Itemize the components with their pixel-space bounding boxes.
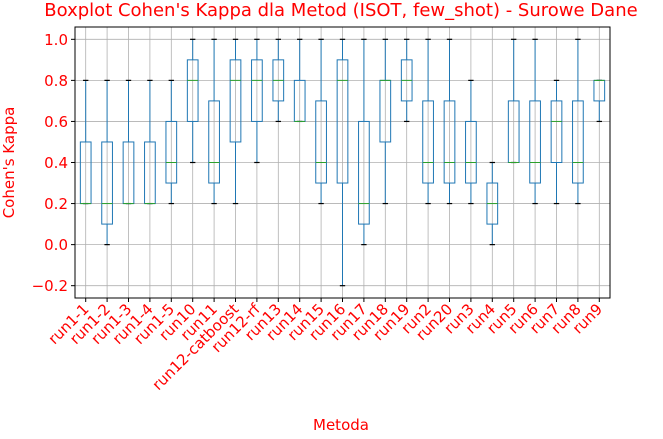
box	[101, 141, 113, 225]
box	[208, 100, 220, 184]
box-group	[550, 79, 563, 205]
box-group	[486, 161, 499, 246]
box	[186, 59, 199, 122]
box	[443, 100, 456, 184]
box-group	[572, 38, 584, 205]
box-group	[593, 79, 606, 123]
box-group	[251, 38, 263, 164]
box	[358, 120, 370, 225]
y-tick-label: 0.8	[44, 72, 68, 90]
y-tick-label: 0.0	[44, 236, 68, 254]
box-group	[443, 38, 456, 205]
box-group	[529, 38, 541, 205]
chart-title: Boxplot Cohen's Kappa dla Metod (ISOT, f…	[44, 0, 637, 21]
box-group	[336, 38, 349, 287]
box	[251, 59, 263, 122]
box	[165, 120, 178, 184]
box-group	[293, 38, 306, 123]
box-group	[422, 38, 434, 205]
x-axis-label: Metoda	[313, 416, 369, 434]
box-group	[144, 79, 156, 205]
box-group	[465, 79, 477, 205]
box-group	[165, 79, 178, 205]
box-group	[229, 38, 242, 205]
box	[336, 59, 349, 184]
y-tick-label: 0.6	[44, 113, 68, 131]
box-group	[272, 38, 285, 123]
box	[422, 100, 434, 184]
box-group	[315, 38, 327, 205]
box-layer	[79, 38, 606, 287]
box-group	[186, 38, 199, 164]
box-group	[358, 38, 370, 246]
box-group	[507, 38, 520, 164]
box-group	[101, 79, 113, 246]
y-tick-label: −0.2	[32, 277, 68, 295]
y-tick-label: 0.2	[44, 195, 68, 213]
box-group	[122, 79, 135, 205]
box	[572, 100, 584, 184]
box	[315, 100, 327, 184]
box-group	[379, 38, 392, 205]
y-tick-label: 1.0	[44, 31, 68, 49]
box	[465, 120, 477, 184]
y-tick-label: 0.4	[44, 154, 68, 172]
box	[550, 100, 563, 163]
box	[229, 59, 242, 143]
y-axis-label: Cohen's Kappa	[0, 107, 18, 219]
box-group	[208, 38, 220, 205]
box	[529, 100, 541, 184]
box-group	[400, 38, 413, 123]
box-group	[79, 79, 92, 205]
